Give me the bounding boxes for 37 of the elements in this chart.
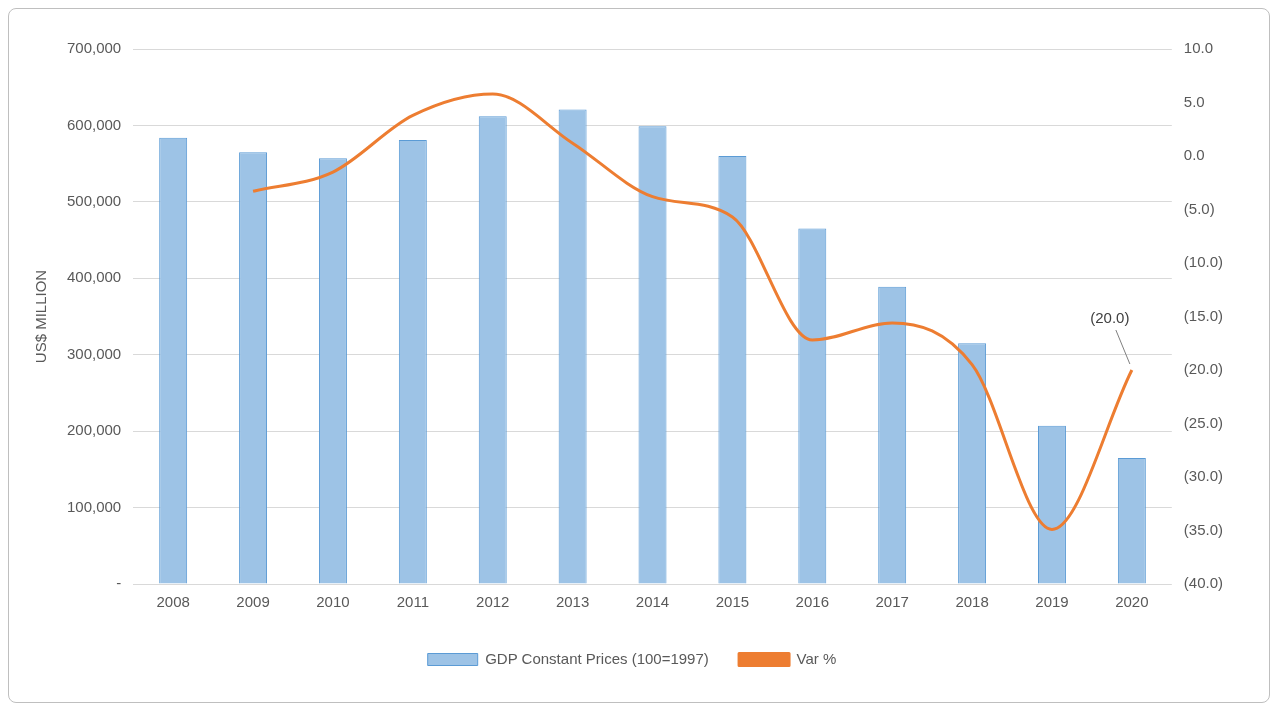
y2-tick-label: 5.0: [1183, 92, 1205, 110]
y2-tick-label: (35.0): [1183, 520, 1223, 538]
x-tick-label: 2019: [1035, 593, 1069, 611]
y2-tick-label: 0.0: [1183, 146, 1205, 164]
x-tick-label: 2009: [236, 593, 270, 611]
x-tick-label: 2012: [476, 593, 510, 611]
y2-tick-label: (10.0): [1183, 253, 1223, 271]
line-series: [251, 92, 1134, 531]
y2-tick-label: 10.0: [1183, 39, 1214, 57]
data-label: (20.0): [1090, 308, 1130, 326]
x-tick-label: 2014: [635, 593, 670, 611]
y-tick-label: -: [116, 574, 122, 592]
y-axis-title: US$ MILLION: [32, 269, 50, 364]
y2-tick-label: (5.0): [1183, 199, 1215, 217]
y2-tick-label: (15.0): [1183, 306, 1223, 324]
y-tick-label: 400,000: [66, 268, 122, 286]
x-tick-label: 2018: [955, 593, 989, 611]
y2-tick-label: (20.0): [1183, 360, 1223, 378]
y-tick-label: 200,000: [66, 421, 122, 439]
y2-tick-label: (25.0): [1183, 413, 1223, 431]
x-tick-label: 2011: [396, 593, 429, 611]
y-tick-label: 500,000: [66, 192, 122, 209]
y2-tick-label: (40.0): [1183, 574, 1223, 592]
y2-tick-label: (30.0): [1183, 467, 1223, 485]
y-tick-label: 300,000: [66, 344, 122, 362]
y-tick-label: 100,000: [66, 497, 122, 515]
x-tick-label: 2017: [875, 593, 909, 611]
x-tick-label: 2010: [316, 593, 350, 611]
legend-label: Var %: [796, 649, 837, 667]
y-tick-label: 700,000: [66, 39, 122, 57]
x-tick-label: 2016: [795, 593, 829, 611]
x-tick-label: 2020: [1115, 593, 1149, 611]
y-tick-label: 600,000: [66, 115, 122, 133]
legend-label: GDP Constant Prices (100=1997): [485, 649, 709, 667]
x-tick-label: 2008: [156, 593, 190, 611]
x-tick-label: 2015: [715, 593, 750, 611]
x-tick-label: 2013: [555, 593, 590, 611]
